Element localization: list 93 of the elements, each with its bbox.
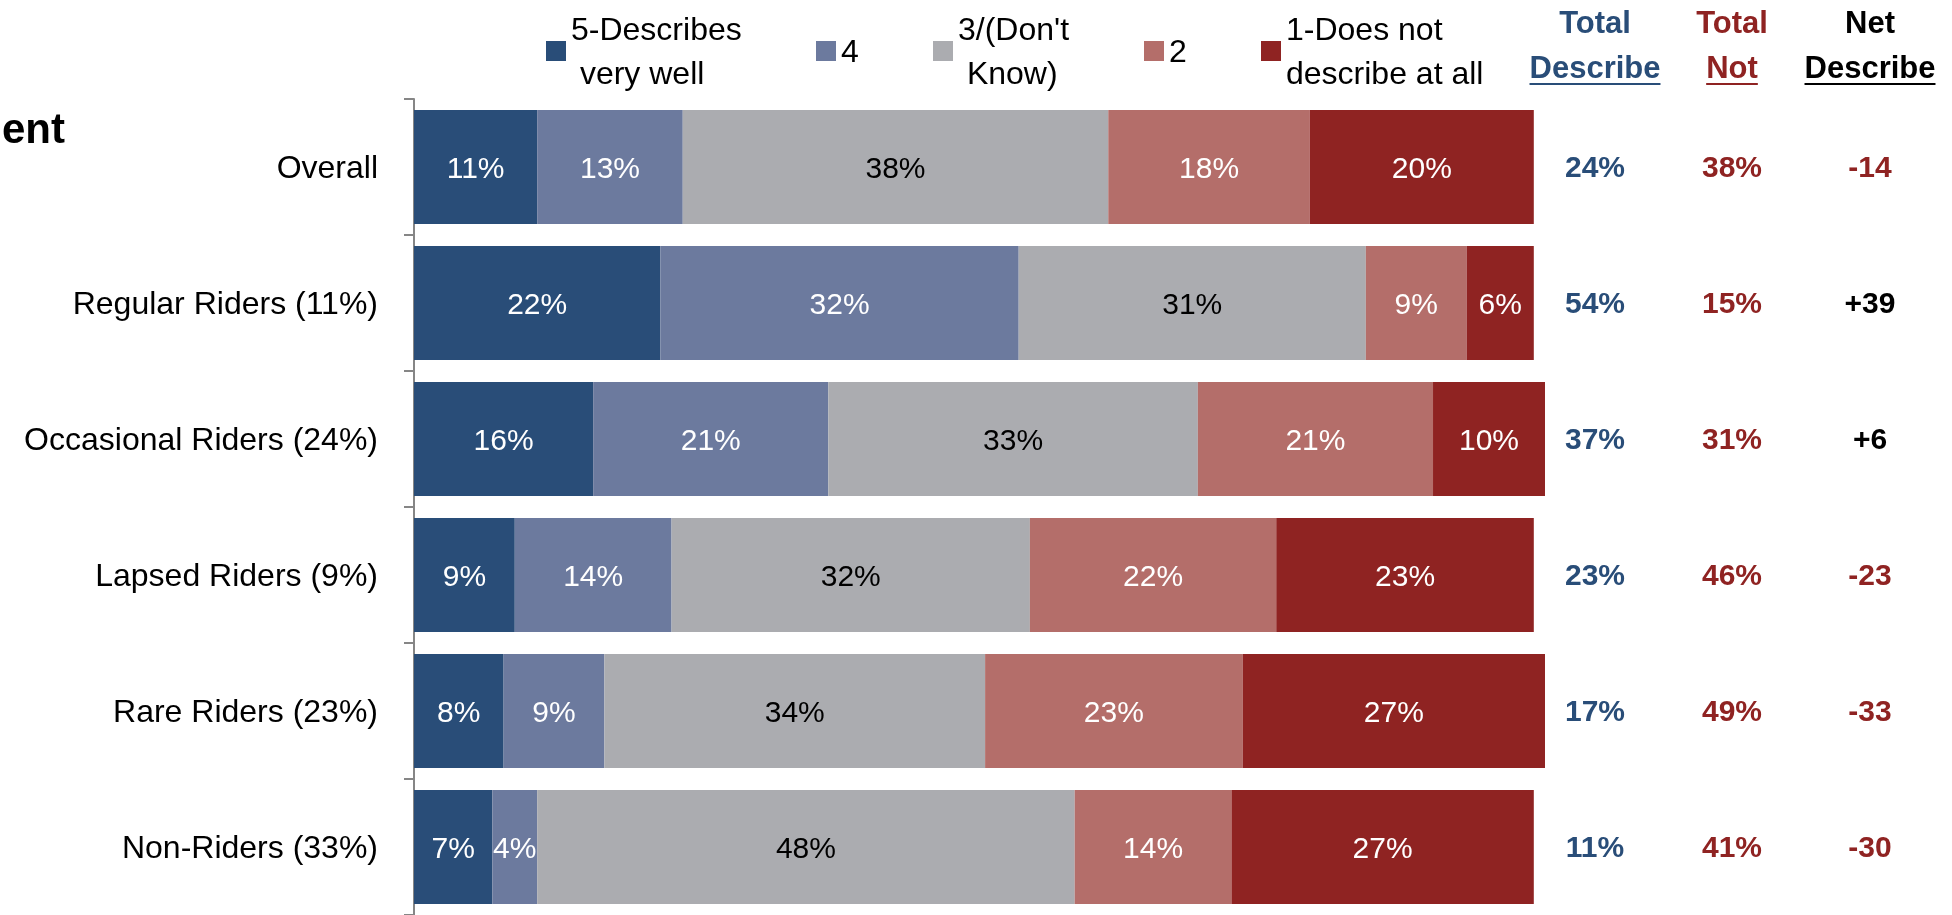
bar bbox=[1242, 653, 1545, 769]
data-label: 38% bbox=[865, 150, 926, 184]
bar bbox=[1108, 109, 1310, 225]
bar bbox=[1074, 789, 1232, 905]
text: Total Describe bbox=[1529, 4, 1661, 87]
bar bbox=[1231, 789, 1534, 905]
text: -14 bbox=[1848, 149, 1892, 185]
text: 49% bbox=[1701, 693, 1763, 729]
text: 38% bbox=[1701, 149, 1763, 185]
bar bbox=[1197, 381, 1434, 497]
text: 15% bbox=[1701, 285, 1763, 321]
bar bbox=[593, 381, 829, 497]
data-label: 22% bbox=[1123, 558, 1184, 592]
bar bbox=[414, 109, 538, 225]
data-label: 32% bbox=[809, 286, 870, 320]
y-tick-label: Regular Riders (11%) bbox=[72, 285, 378, 321]
bar bbox=[492, 789, 538, 905]
data-label: 21% bbox=[1285, 422, 1346, 456]
text: 41% bbox=[1701, 829, 1763, 865]
y-tick-label: Lapsed Riders (9%) bbox=[95, 557, 378, 593]
text: 31% bbox=[1701, 421, 1763, 457]
text: +6 bbox=[1852, 421, 1888, 457]
data-label: 13% bbox=[579, 150, 640, 184]
data-label: 23% bbox=[1375, 558, 1436, 592]
text: 46% bbox=[1701, 557, 1763, 593]
data-label: 34% bbox=[764, 694, 825, 728]
y-axis-title: ent bbox=[2, 104, 65, 154]
legend-label: 4 bbox=[841, 33, 859, 69]
text: -30 bbox=[1848, 829, 1892, 865]
bar bbox=[414, 245, 661, 361]
bar bbox=[604, 653, 986, 769]
data-label: 23% bbox=[1083, 694, 1144, 728]
bar bbox=[682, 109, 1109, 225]
bar bbox=[414, 517, 515, 633]
data-label: 14% bbox=[1123, 830, 1184, 864]
data-label: 16% bbox=[473, 422, 534, 456]
text: -33 bbox=[1848, 693, 1892, 729]
data-label: 33% bbox=[983, 422, 1044, 456]
text: 24% bbox=[1564, 149, 1626, 185]
data-label: 8% bbox=[437, 694, 481, 728]
y-tick-label: Non-Riders (33%) bbox=[121, 829, 378, 865]
data-label: 27% bbox=[1363, 694, 1424, 728]
bar bbox=[414, 381, 594, 497]
data-label: 4% bbox=[493, 830, 537, 864]
bar bbox=[828, 381, 1198, 497]
bar bbox=[514, 517, 672, 633]
legend-label: 3/(Don't Know) bbox=[958, 11, 1070, 91]
bar bbox=[1309, 109, 1534, 225]
data-label: 11% bbox=[446, 150, 505, 184]
data-label: 48% bbox=[775, 830, 836, 864]
y-tick-label: Rare Riders (23%) bbox=[113, 693, 378, 729]
bar bbox=[537, 789, 1075, 905]
bar bbox=[537, 109, 683, 225]
text: 54% bbox=[1564, 285, 1626, 321]
legend-label: 5-Describes very well bbox=[571, 11, 742, 91]
legend-label: 2 bbox=[1169, 33, 1187, 69]
data-label: 22% bbox=[507, 286, 568, 320]
data-label: 14% bbox=[563, 558, 624, 592]
text: Total Not bbox=[1696, 4, 1768, 87]
bar bbox=[1029, 517, 1277, 633]
bar bbox=[414, 789, 493, 905]
text: Net Describe bbox=[1804, 4, 1936, 87]
bar bbox=[1018, 245, 1366, 361]
data-label: 31% bbox=[1162, 286, 1223, 320]
text: +39 bbox=[1844, 285, 1896, 321]
bar bbox=[503, 653, 605, 769]
legend-label: 1-Does not describe at all bbox=[1286, 11, 1484, 91]
bar bbox=[671, 517, 1030, 633]
data-label: 20% bbox=[1391, 150, 1452, 184]
data-label: 10% bbox=[1458, 422, 1520, 456]
data-label: 9% bbox=[442, 558, 487, 592]
bar bbox=[1433, 381, 1545, 497]
data-label: 7% bbox=[431, 830, 475, 864]
y-tick-label: Overall bbox=[276, 149, 378, 185]
text: 37% bbox=[1564, 421, 1626, 457]
bar bbox=[1276, 517, 1534, 633]
text: 11% bbox=[1565, 829, 1625, 865]
bar bbox=[660, 245, 1019, 361]
data-label: 6% bbox=[1478, 286, 1522, 320]
bar bbox=[985, 653, 1243, 769]
text: -23 bbox=[1848, 557, 1892, 593]
data-label: 9% bbox=[532, 694, 576, 728]
bar bbox=[414, 653, 504, 769]
y-tick-label: Occasional Riders (24%) bbox=[24, 421, 378, 457]
text: 17% bbox=[1564, 693, 1626, 729]
data-label: 32% bbox=[820, 558, 881, 592]
bar bbox=[1466, 245, 1534, 361]
data-label: 9% bbox=[1394, 286, 1438, 320]
data-label: 27% bbox=[1352, 830, 1413, 864]
data-label: 21% bbox=[680, 422, 741, 456]
data-label: 18% bbox=[1179, 150, 1240, 184]
bar bbox=[1365, 245, 1467, 361]
text: 23% bbox=[1564, 557, 1626, 593]
